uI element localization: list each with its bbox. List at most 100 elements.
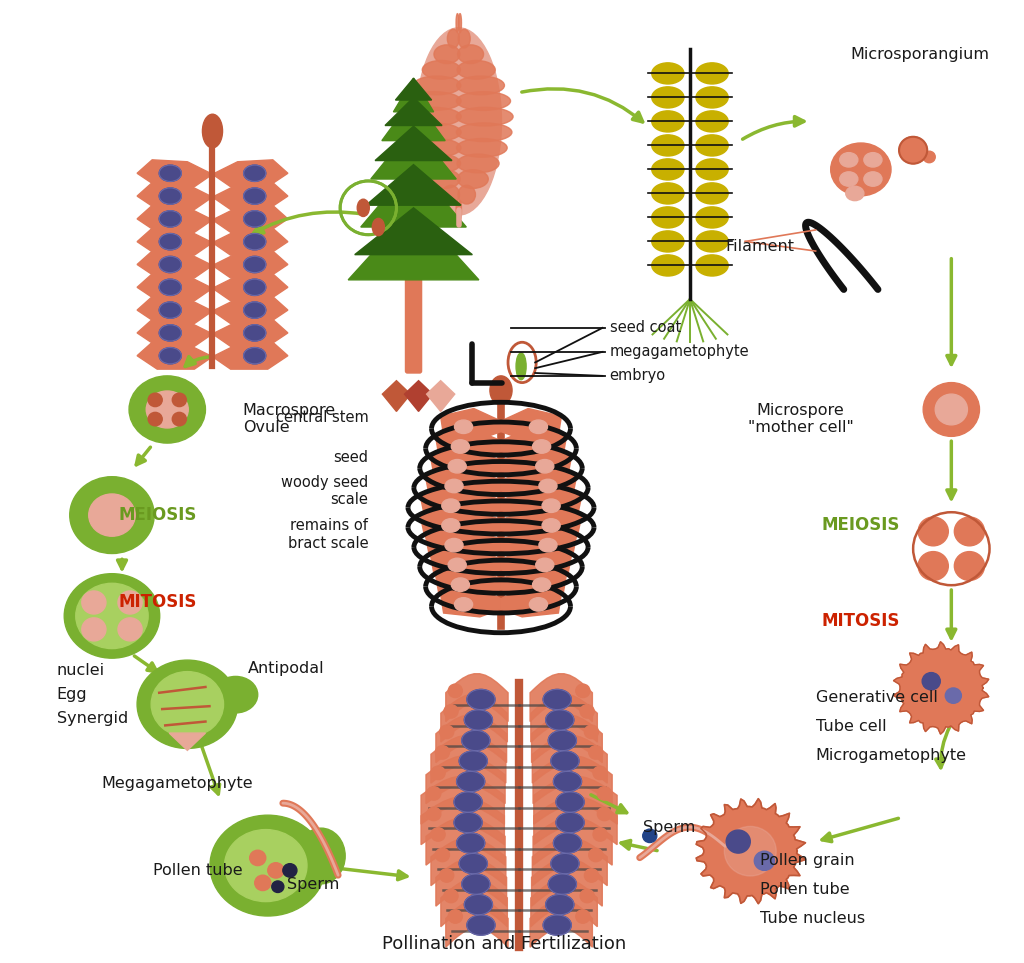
Ellipse shape — [159, 302, 181, 318]
Polygon shape — [894, 641, 989, 734]
Circle shape — [589, 745, 603, 759]
Polygon shape — [137, 342, 213, 369]
Circle shape — [431, 828, 445, 841]
Ellipse shape — [467, 915, 495, 935]
Polygon shape — [426, 756, 505, 803]
Ellipse shape — [441, 499, 460, 512]
Ellipse shape — [467, 690, 495, 710]
Ellipse shape — [411, 139, 461, 157]
Circle shape — [597, 787, 611, 800]
Text: Sperm: Sperm — [643, 820, 695, 835]
Ellipse shape — [457, 123, 512, 142]
Ellipse shape — [407, 91, 461, 111]
Polygon shape — [501, 547, 571, 578]
Ellipse shape — [454, 813, 482, 833]
Ellipse shape — [830, 143, 891, 195]
Ellipse shape — [452, 578, 469, 591]
Text: Synergid: Synergid — [56, 711, 128, 726]
Ellipse shape — [458, 169, 488, 189]
Circle shape — [271, 881, 284, 893]
Ellipse shape — [137, 660, 238, 748]
Polygon shape — [421, 796, 505, 845]
Circle shape — [581, 889, 594, 902]
Ellipse shape — [464, 710, 493, 730]
Polygon shape — [501, 508, 582, 538]
Ellipse shape — [244, 211, 266, 227]
Polygon shape — [435, 566, 501, 597]
Text: Sperm: Sperm — [287, 877, 339, 893]
Polygon shape — [420, 487, 501, 518]
Circle shape — [643, 829, 656, 843]
Ellipse shape — [441, 519, 460, 533]
Ellipse shape — [442, 185, 460, 204]
Ellipse shape — [449, 459, 466, 473]
Polygon shape — [213, 251, 288, 278]
Circle shape — [439, 869, 454, 882]
Ellipse shape — [651, 111, 684, 132]
Ellipse shape — [516, 352, 526, 379]
Ellipse shape — [404, 107, 461, 126]
Ellipse shape — [159, 211, 181, 227]
Polygon shape — [534, 756, 612, 803]
Polygon shape — [425, 527, 501, 558]
Polygon shape — [445, 674, 508, 721]
Ellipse shape — [457, 76, 505, 94]
Circle shape — [449, 910, 463, 924]
Ellipse shape — [213, 676, 258, 713]
Ellipse shape — [445, 480, 463, 493]
Ellipse shape — [651, 135, 684, 156]
Ellipse shape — [357, 199, 370, 217]
Polygon shape — [440, 586, 501, 617]
Circle shape — [444, 889, 458, 902]
Polygon shape — [404, 380, 432, 411]
Ellipse shape — [696, 231, 728, 252]
Ellipse shape — [244, 325, 266, 341]
Polygon shape — [213, 205, 288, 232]
Polygon shape — [530, 899, 593, 948]
Ellipse shape — [373, 219, 384, 236]
Ellipse shape — [203, 115, 222, 148]
Circle shape — [919, 517, 948, 546]
Text: MEIOSIS: MEIOSIS — [118, 507, 197, 524]
Circle shape — [575, 910, 590, 924]
Text: Microsporangium: Microsporangium — [851, 46, 990, 62]
Ellipse shape — [419, 154, 461, 172]
Ellipse shape — [445, 538, 463, 552]
Ellipse shape — [696, 207, 728, 228]
Polygon shape — [395, 78, 432, 100]
Ellipse shape — [546, 710, 573, 730]
Polygon shape — [530, 879, 597, 926]
Ellipse shape — [651, 231, 684, 252]
Polygon shape — [501, 429, 566, 459]
Ellipse shape — [651, 87, 684, 108]
Ellipse shape — [458, 185, 475, 204]
Ellipse shape — [462, 874, 489, 895]
Ellipse shape — [434, 45, 460, 64]
Ellipse shape — [542, 499, 560, 512]
Ellipse shape — [457, 833, 484, 853]
Ellipse shape — [429, 169, 460, 189]
Ellipse shape — [65, 574, 160, 658]
Polygon shape — [420, 508, 501, 538]
Ellipse shape — [553, 833, 582, 853]
Ellipse shape — [724, 826, 776, 876]
Ellipse shape — [651, 63, 684, 84]
Ellipse shape — [459, 853, 487, 873]
Polygon shape — [213, 228, 288, 255]
Ellipse shape — [696, 255, 728, 276]
Ellipse shape — [452, 440, 469, 454]
Polygon shape — [421, 776, 505, 824]
Ellipse shape — [457, 771, 484, 792]
Circle shape — [449, 684, 463, 697]
Circle shape — [924, 151, 935, 163]
Polygon shape — [382, 380, 411, 411]
Polygon shape — [440, 694, 507, 742]
Circle shape — [255, 875, 270, 891]
Polygon shape — [137, 273, 213, 300]
Ellipse shape — [536, 559, 554, 572]
Polygon shape — [501, 468, 577, 499]
Ellipse shape — [76, 584, 148, 648]
Circle shape — [431, 767, 445, 780]
Polygon shape — [532, 736, 607, 783]
Text: Pollen grain: Pollen grain — [761, 853, 855, 869]
